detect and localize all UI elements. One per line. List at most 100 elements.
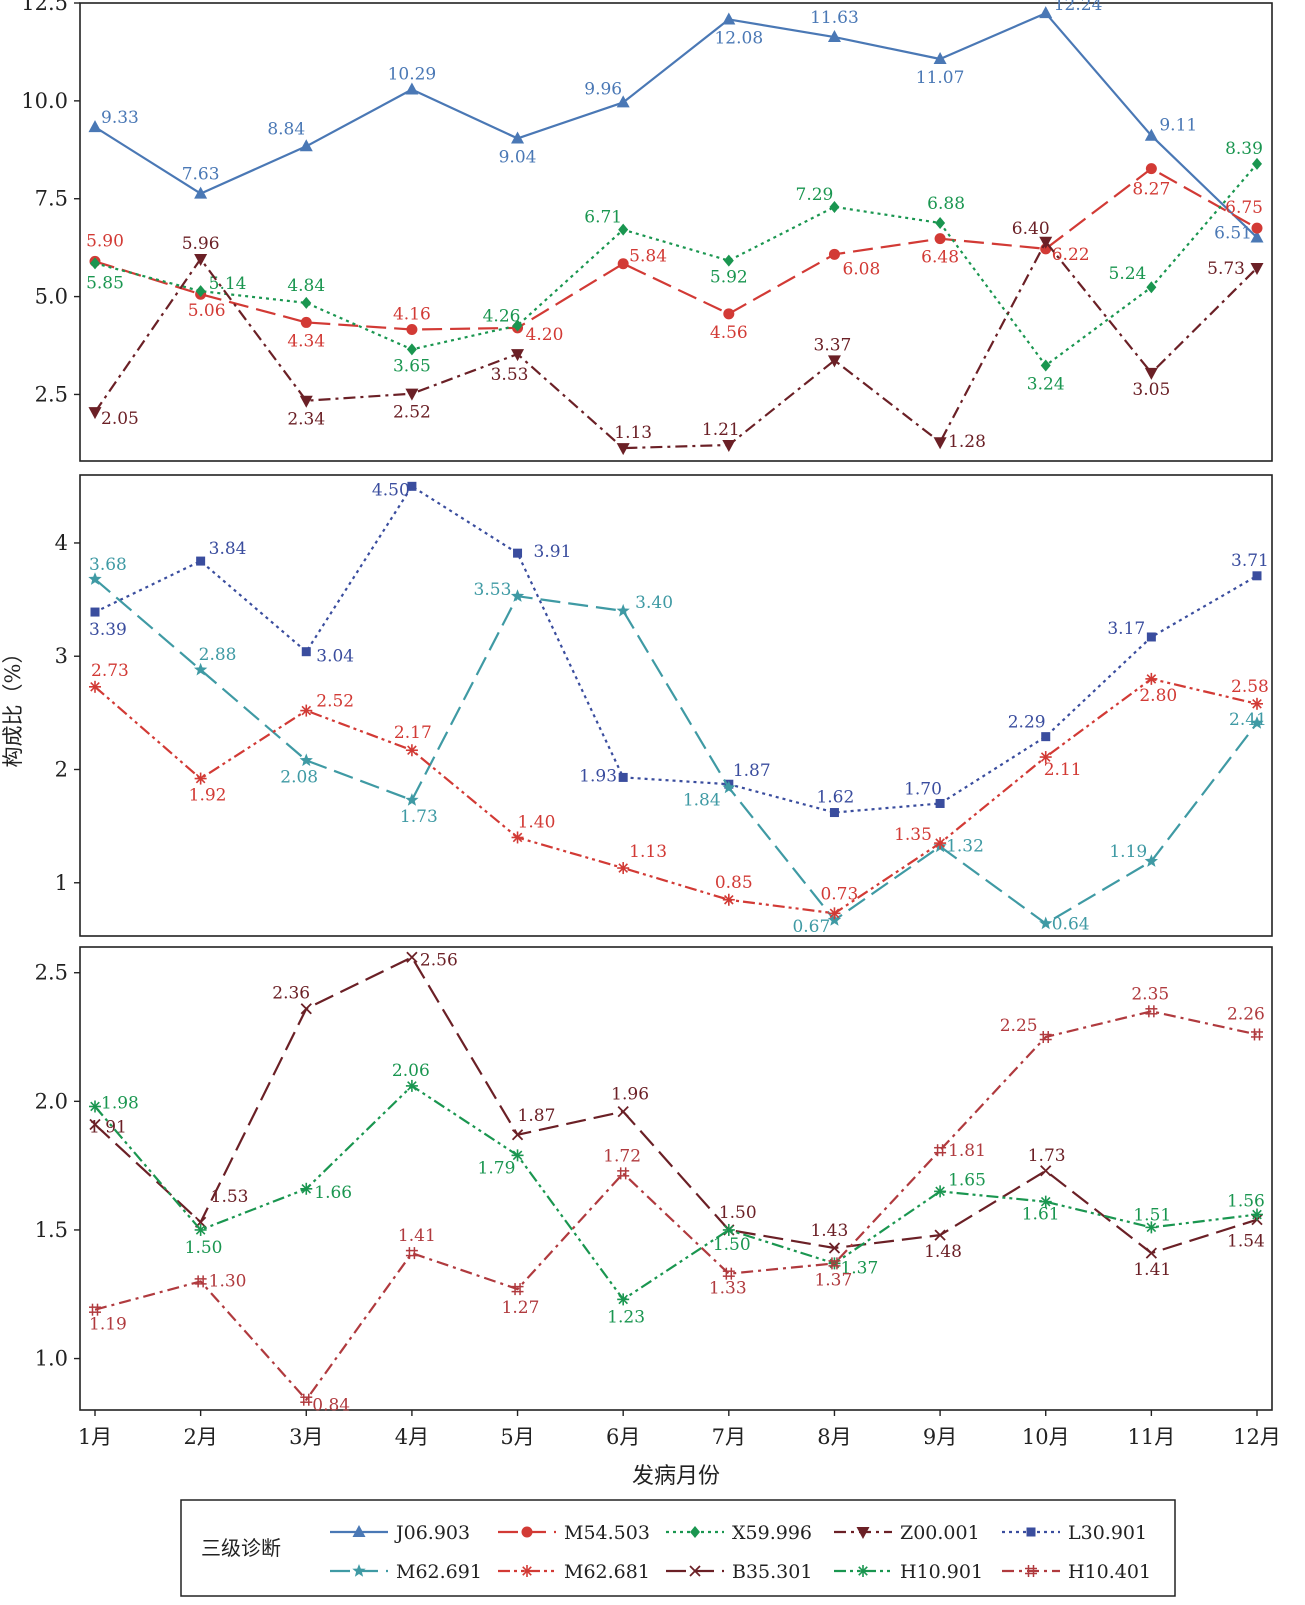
- data-label: 6.71: [584, 208, 622, 228]
- data-point: [722, 1267, 735, 1280]
- data-point: [511, 349, 525, 362]
- legend-label: Z00.001: [900, 1522, 980, 1544]
- data-label: 2.56: [420, 950, 458, 970]
- data-point: [512, 319, 523, 332]
- x-tick-label: 5月: [500, 1425, 534, 1449]
- data-label: 1.48: [924, 1242, 962, 1262]
- data-label: 6.48: [921, 248, 959, 268]
- data-label: 1.73: [1028, 1146, 1066, 1166]
- data-label: 1.96: [611, 1085, 649, 1105]
- series-B35.301: 1.91 1.53 2.36 2.56 1.87 1.96 1.50 1.43 1.48 1.73…: [89, 950, 1265, 1280]
- legend-item-B35.301: B35.301: [666, 1561, 812, 1583]
- data-point: [406, 343, 417, 356]
- data-point: [1146, 281, 1157, 294]
- data-label: 5.90: [86, 231, 124, 251]
- data-point: [616, 603, 630, 617]
- data-point: [1145, 1005, 1158, 1018]
- series-H10.901: 1.98 1.50 1.66 2.06 1.79 1.23 1.50 1.37 1.65 1.61…: [89, 1061, 1265, 1327]
- data-point: [828, 1242, 841, 1254]
- data-label: 5.96: [182, 234, 220, 254]
- data-label: 1.13: [614, 423, 652, 443]
- data-point: [1144, 128, 1158, 141]
- y-tick-label: 4: [55, 531, 68, 555]
- data-label: 3.53: [491, 365, 529, 385]
- data-label: 5.73: [1207, 259, 1245, 279]
- data-label: 3.37: [814, 335, 852, 355]
- series-line: [94, 240, 1258, 450]
- legend-label: H10.401: [1068, 1561, 1151, 1583]
- data-point: [300, 1003, 312, 1015]
- y-tick-label: 1.0: [35, 1347, 68, 1371]
- data-label: 1.73: [400, 807, 438, 827]
- data-point: [1251, 1208, 1263, 1221]
- data-point: [1145, 1247, 1158, 1259]
- data-point: [1039, 916, 1053, 930]
- data-point: [1250, 263, 1264, 276]
- data-label: 1.28: [948, 432, 986, 452]
- data-point: [406, 951, 418, 963]
- data-label: 2.52: [316, 692, 354, 712]
- data-label: 8.84: [267, 119, 305, 139]
- data-label: 1.40: [518, 812, 556, 832]
- data-label: 3.68: [89, 555, 127, 575]
- data-point: [1145, 672, 1158, 685]
- data-point: [88, 572, 102, 585]
- panel-top: 2.55.07.510.012.59.337.638.8410.299.049.…: [21, 0, 1273, 462]
- data-point: [1145, 163, 1157, 175]
- y-tick-label: 7.5: [35, 187, 68, 211]
- data-label: 1.51: [1133, 1205, 1171, 1225]
- legend-label: J06.903: [394, 1522, 470, 1544]
- data-point: [935, 216, 946, 229]
- legend-marker: [521, 1526, 533, 1538]
- legend-frame: [180, 1499, 1176, 1597]
- data-point: [934, 1185, 947, 1198]
- data-point: [934, 837, 947, 850]
- data-point: [723, 308, 735, 320]
- data-label: 1.23: [607, 1307, 645, 1327]
- legend-marker: [1025, 1565, 1037, 1577]
- legend-marker: [521, 1565, 533, 1577]
- data-point: [405, 82, 419, 95]
- data-point: [405, 388, 419, 401]
- data-label: 2.88: [199, 645, 237, 665]
- data-label: 1.37: [814, 1270, 852, 1290]
- data-point: [1040, 359, 1051, 372]
- data-point: [299, 395, 313, 408]
- data-point: [407, 481, 417, 491]
- x-tick-label: 11月: [1127, 1425, 1175, 1449]
- data-label: 1.81: [948, 1141, 986, 1161]
- legend-marker: [690, 1526, 700, 1538]
- data-point: [89, 1118, 101, 1131]
- legend-item-J06.903: J06.903: [330, 1522, 470, 1544]
- data-point: [300, 1393, 313, 1406]
- data-point: [1251, 1028, 1263, 1041]
- data-label: 3.39: [89, 620, 127, 640]
- data-point: [617, 862, 630, 875]
- data-label: 1.84: [683, 791, 721, 811]
- data-point: [618, 223, 629, 236]
- data-point: [1144, 854, 1158, 867]
- data-point: [828, 907, 841, 920]
- data-point: [300, 316, 312, 328]
- series-line: [94, 485, 1258, 814]
- data-point: [935, 798, 945, 808]
- legend-label: M62.681: [564, 1561, 650, 1583]
- series-line: [94, 1010, 1258, 1401]
- data-label: 2.25: [1000, 1016, 1038, 1036]
- data-label: 3.05: [1132, 380, 1170, 400]
- series-line: [94, 578, 1258, 925]
- data-label: 12.08: [714, 28, 763, 48]
- legend-title: 三级诊断: [201, 1536, 281, 1560]
- data-label: 0.73: [820, 884, 858, 904]
- data-point: [405, 793, 419, 806]
- data-label: 8.39: [1225, 139, 1263, 159]
- data-point: [617, 1167, 630, 1180]
- data-point: [194, 662, 208, 676]
- data-label: 2.73: [91, 661, 129, 681]
- series-J06.903: 9.33 7.63 8.84 10.29 9.04 9.96 12.08 11.63 11.07…: [88, 0, 1264, 243]
- data-point: [1251, 222, 1263, 234]
- data-point: [194, 1223, 207, 1236]
- data-point: [406, 323, 418, 335]
- data-point: [616, 95, 630, 108]
- x-tick-label: 12月: [1233, 1425, 1281, 1449]
